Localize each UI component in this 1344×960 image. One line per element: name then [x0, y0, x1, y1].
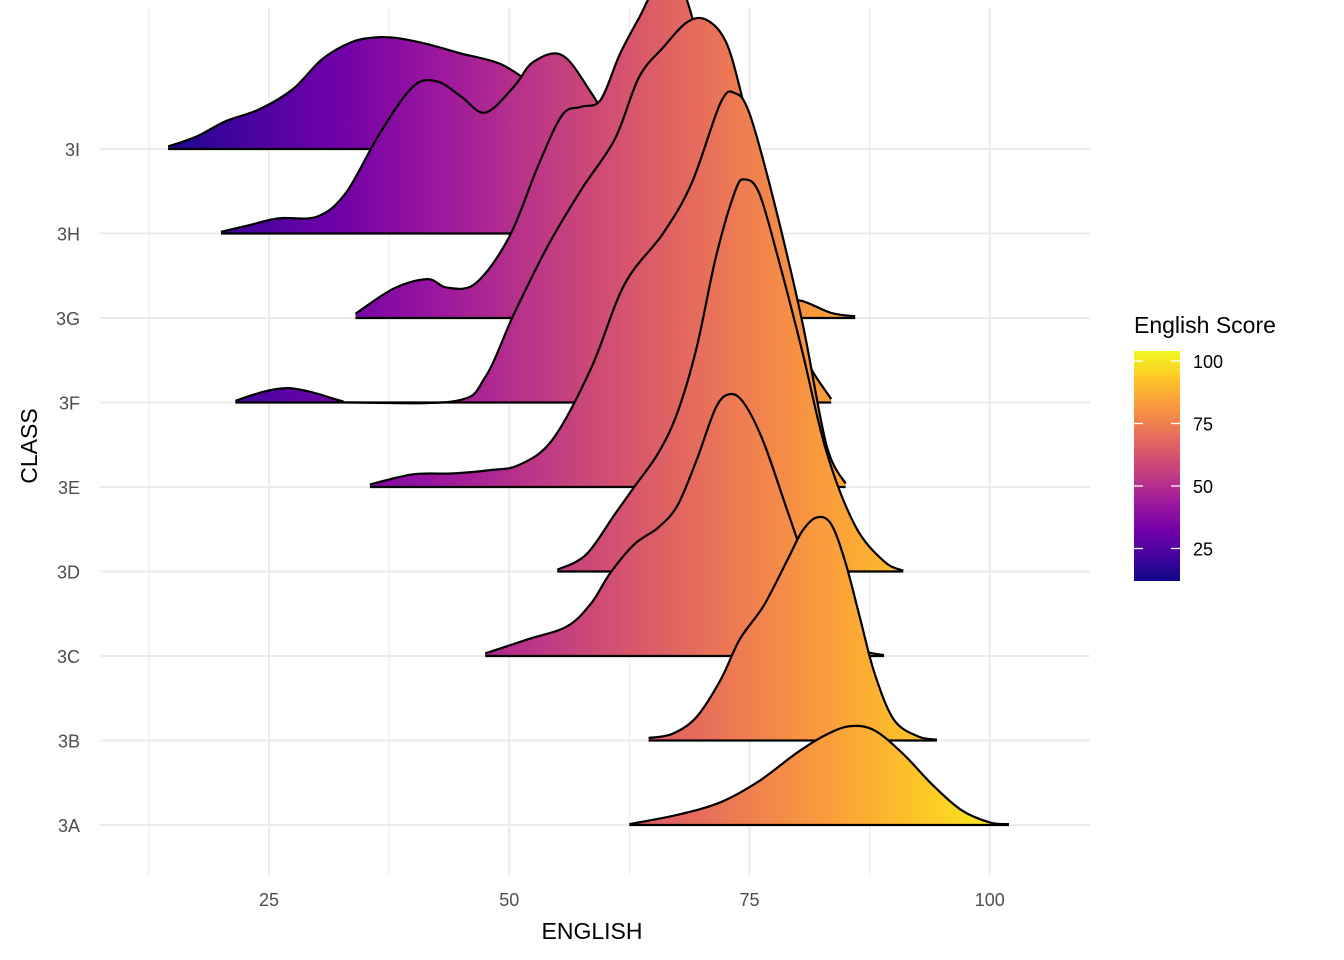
y-axis-title: CLASS	[16, 408, 42, 483]
legend-title: English Score	[1134, 312, 1276, 338]
y-tick-label: 3F	[59, 394, 80, 414]
y-tick-label: 3E	[58, 478, 80, 498]
y-tick-label: 3D	[57, 563, 80, 583]
ridge-fill-3A	[629, 725, 1009, 825]
y-tick-label: 3B	[58, 732, 80, 752]
x-tick-label: 100	[975, 890, 1005, 910]
y-tick-label: 3A	[58, 816, 80, 836]
legend-tick-label: 25	[1193, 540, 1213, 560]
ridge-outline-3A	[629, 724, 1010, 826]
ridge-outline-3E	[369, 90, 847, 486]
y-axis-ticks: 3A 3B 3C 3D 3E 3F 3G 3H 3I	[56, 140, 80, 836]
legend-tick-label: 100	[1193, 352, 1223, 372]
legend: English Score 25 50 75 100	[1134, 312, 1276, 581]
legend-tick-label: 75	[1193, 415, 1213, 435]
y-tick-label: 3H	[57, 225, 80, 245]
y-tick-label: 3I	[65, 140, 80, 160]
legend-ticks: 25 50 75 100	[1134, 352, 1223, 560]
x-tick-label: 50	[499, 890, 519, 910]
y-tick-label: 3C	[57, 647, 80, 667]
ridge-fill-3D	[557, 179, 904, 572]
x-axis-title: ENGLISH	[542, 918, 643, 944]
x-tick-label: 75	[739, 890, 759, 910]
x-axis-ticks: 25 50 75 100	[259, 890, 1005, 910]
ridge-outline-3B	[648, 515, 938, 741]
legend-tick-label: 50	[1193, 477, 1213, 497]
legend-colorbar	[1134, 351, 1180, 581]
ridge-3A	[629, 724, 1010, 827]
y-tick-label: 3G	[56, 309, 80, 329]
x-tick-label: 25	[259, 890, 279, 910]
ridge-fill-3B	[648, 516, 937, 741]
ridge-outline-3D	[556, 178, 904, 572]
ridges	[167, 0, 1010, 827]
